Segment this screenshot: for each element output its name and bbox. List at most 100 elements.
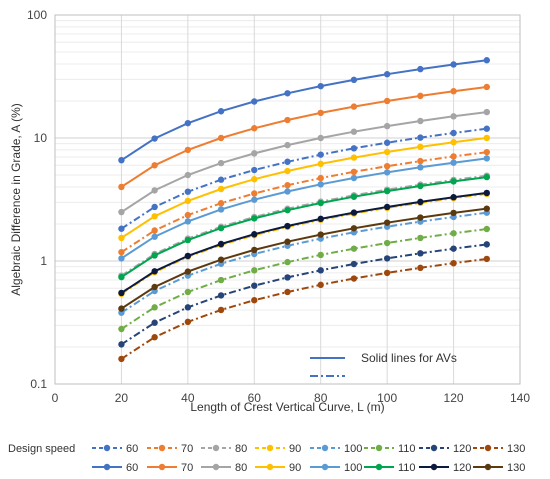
data-point bbox=[417, 92, 424, 100]
data-point bbox=[350, 260, 358, 268]
data-point bbox=[184, 288, 192, 296]
data-point bbox=[251, 215, 258, 222]
data-point bbox=[251, 246, 258, 254]
legend-item-dashed-60: 60 bbox=[92, 443, 138, 455]
x-axis-title: Length of Crest Vertical Curve, L (m) bbox=[190, 400, 384, 414]
legend-label: 110 bbox=[398, 443, 416, 455]
data-point bbox=[251, 267, 258, 274]
data-point bbox=[450, 129, 457, 137]
data-point bbox=[450, 153, 457, 160]
data-point bbox=[417, 198, 424, 206]
data-point bbox=[151, 283, 158, 291]
series-line bbox=[120, 127, 487, 230]
data-point bbox=[317, 174, 324, 182]
legend-marker bbox=[212, 463, 220, 471]
data-point bbox=[151, 203, 158, 211]
data-point bbox=[350, 168, 358, 176]
series-solid-120 bbox=[118, 189, 490, 297]
data-point bbox=[383, 169, 391, 176]
y-tick-label: 1 bbox=[40, 254, 47, 268]
data-point bbox=[251, 231, 258, 238]
series-dashed-70 bbox=[118, 148, 490, 256]
legend-marker bbox=[266, 444, 274, 452]
data-point bbox=[284, 222, 291, 230]
data-point bbox=[118, 341, 125, 348]
data-point bbox=[151, 304, 158, 311]
x-tick-label: 100 bbox=[377, 391, 397, 405]
series-line bbox=[120, 228, 487, 330]
data-point bbox=[284, 141, 291, 149]
y-tick-label: 100 bbox=[27, 8, 47, 22]
data-point bbox=[383, 239, 391, 247]
series-solid-90 bbox=[118, 134, 490, 242]
data-point bbox=[317, 231, 324, 238]
data-point bbox=[417, 264, 424, 272]
legend-marker bbox=[266, 463, 274, 471]
data-point bbox=[284, 167, 291, 175]
data-point bbox=[184, 218, 192, 225]
legend-item-dashed-110: 110 bbox=[364, 443, 416, 455]
data-point bbox=[317, 160, 324, 168]
data-point bbox=[217, 256, 225, 263]
data-point bbox=[151, 227, 158, 234]
data-point bbox=[251, 125, 258, 132]
data-point bbox=[151, 187, 158, 194]
legend-item-dashed-100: 100 bbox=[310, 443, 362, 455]
data-point bbox=[184, 318, 192, 326]
data-point bbox=[350, 174, 358, 182]
data-point bbox=[383, 255, 391, 262]
series-line bbox=[120, 191, 487, 294]
x-tick-label: 0 bbox=[52, 391, 59, 405]
data-point bbox=[151, 268, 158, 275]
data-point bbox=[217, 240, 225, 248]
legend-label: 110 bbox=[398, 462, 416, 474]
legend-label: 80 bbox=[235, 443, 247, 455]
data-point bbox=[284, 90, 291, 97]
data-point bbox=[317, 181, 324, 188]
data-point bbox=[151, 213, 158, 220]
x-tick-label: 80 bbox=[314, 391, 328, 405]
data-point bbox=[417, 157, 424, 165]
data-point bbox=[450, 230, 457, 237]
data-point bbox=[251, 150, 258, 157]
data-point bbox=[483, 125, 490, 132]
data-point bbox=[417, 250, 424, 257]
legend: 60 70 80 90 100 110 120 130 60 70 80 90 100 110 120 130 bbox=[92, 443, 525, 474]
data-point bbox=[483, 83, 490, 91]
legend-label: 80 bbox=[235, 462, 247, 474]
data-point bbox=[450, 88, 457, 95]
data-point bbox=[251, 176, 258, 183]
data-point bbox=[184, 304, 192, 311]
series-line bbox=[120, 257, 487, 360]
data-point bbox=[483, 205, 490, 212]
legend-label: 100 bbox=[344, 443, 362, 455]
data-point bbox=[284, 158, 291, 165]
data-point bbox=[383, 71, 391, 78]
data-point bbox=[251, 282, 258, 289]
data-point bbox=[350, 225, 358, 232]
legend-marker bbox=[484, 444, 492, 452]
y-axis-title: Algebraic Difference in Grade, A (%) bbox=[9, 103, 23, 296]
data-point bbox=[217, 134, 225, 142]
data-point bbox=[151, 252, 158, 259]
data-point bbox=[284, 188, 291, 195]
data-point bbox=[350, 245, 358, 252]
legend-label: 120 bbox=[453, 443, 471, 455]
legend-item-solid-80: 80 bbox=[201, 462, 247, 474]
x-tick-label: 40 bbox=[181, 391, 195, 405]
data-point bbox=[317, 134, 324, 142]
series-line bbox=[120, 111, 487, 213]
annotation-box: Solid lines for AVs bbox=[310, 351, 457, 377]
data-point bbox=[450, 139, 457, 146]
legend-label: 60 bbox=[126, 462, 138, 474]
data-point bbox=[118, 225, 125, 232]
series-solid-110 bbox=[118, 173, 490, 281]
legend-title: Design speed bbox=[8, 443, 75, 455]
legend-item-solid-110: 110 bbox=[364, 462, 416, 474]
legend-label: 60 bbox=[126, 443, 138, 455]
data-point bbox=[383, 148, 391, 156]
data-point bbox=[217, 224, 225, 232]
data-point bbox=[251, 190, 258, 197]
data-point bbox=[118, 156, 125, 164]
